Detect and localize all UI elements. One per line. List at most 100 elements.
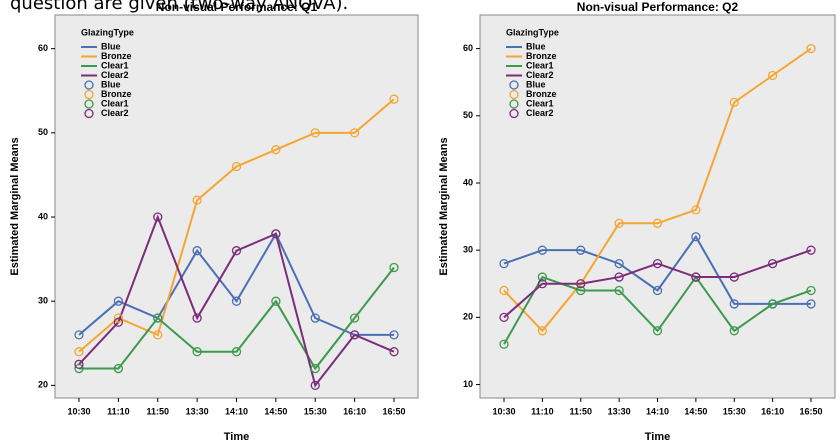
chart: Non-visual Performance: Q1 Time Estimated … xyxy=(9,0,419,443)
marker xyxy=(192,195,202,205)
y-tick-label: 60 xyxy=(38,43,48,53)
y-tick-label: 50 xyxy=(463,110,473,120)
marker xyxy=(349,330,360,340)
series-line xyxy=(78,231,394,336)
legend-label: Bronze xyxy=(526,51,557,61)
marker xyxy=(806,245,816,255)
x-tick-label: 16:10 xyxy=(761,406,784,416)
chart-title: Non-visual Performance: Q2 xyxy=(577,0,739,14)
legend-label: Clear2 xyxy=(101,108,129,118)
series-line xyxy=(79,266,395,371)
legend-label: Clear1 xyxy=(526,60,554,70)
x-tick-label: 10:30 xyxy=(67,406,90,416)
marker xyxy=(614,285,624,296)
marker xyxy=(614,258,624,269)
marker xyxy=(113,317,124,327)
marker xyxy=(349,128,360,138)
x-tick-label: 11:10 xyxy=(531,406,554,416)
x-tick-label: 15:30 xyxy=(304,406,327,416)
marker xyxy=(499,258,509,269)
marker xyxy=(389,262,399,273)
marker xyxy=(614,218,624,228)
marker xyxy=(113,363,124,374)
marker xyxy=(74,347,84,357)
legend-label: Bronze xyxy=(101,89,132,99)
legend-label: Blue xyxy=(101,79,121,89)
x-tick-label: 14:10 xyxy=(646,406,669,416)
marker xyxy=(74,363,84,374)
legend-marker xyxy=(84,99,94,109)
marker xyxy=(310,313,320,323)
x-tick-label: 10:30 xyxy=(492,406,515,416)
x-tick-label: 11:10 xyxy=(107,406,130,416)
series-line xyxy=(503,47,812,333)
legend-marker xyxy=(84,89,94,100)
marker xyxy=(271,145,281,155)
marker xyxy=(767,299,778,309)
series-line xyxy=(503,249,812,319)
x-axis-label: Time xyxy=(224,431,249,443)
marker xyxy=(310,128,320,138)
marker xyxy=(537,272,548,282)
marker xyxy=(499,339,509,349)
chart: Non-visual Performance: Q2 Time Estimated … xyxy=(438,0,836,443)
y-tick-label: 20 xyxy=(38,380,48,390)
marker xyxy=(652,258,663,269)
marker xyxy=(576,285,586,296)
y-axis-label: Estimated Marginal Means xyxy=(438,137,450,275)
marker xyxy=(652,326,663,336)
legend-label: Clear2 xyxy=(101,70,129,80)
legend-title: GlazingType xyxy=(506,27,559,37)
legend-label: Clear2 xyxy=(526,70,554,80)
legend-label: Clear1 xyxy=(101,98,129,108)
series-line xyxy=(503,234,811,305)
marker xyxy=(614,272,624,282)
series-line xyxy=(78,214,395,388)
marker xyxy=(231,347,242,357)
x-tick-label: 14:10 xyxy=(225,406,248,416)
x-tick-label: 16:50 xyxy=(382,406,405,416)
marker xyxy=(537,279,548,289)
marker xyxy=(231,296,242,306)
marker xyxy=(74,359,84,369)
y-tick-label: 40 xyxy=(38,211,48,221)
marker xyxy=(231,246,242,256)
legend-label: Blue xyxy=(526,41,546,51)
marker xyxy=(537,245,548,255)
legend-label: Bronze xyxy=(526,89,557,99)
x-tick-label: 11:50 xyxy=(569,406,592,416)
y-tick-label: 30 xyxy=(463,245,473,255)
legend-label: Bronze xyxy=(101,51,132,61)
y-tick-label: 20 xyxy=(463,312,473,322)
y-tick-label: 50 xyxy=(38,127,48,137)
marker xyxy=(389,94,399,104)
marker xyxy=(113,313,124,323)
x-tick-label: 15:30 xyxy=(723,406,746,416)
x-tick-label: 11:50 xyxy=(146,406,169,416)
marker xyxy=(389,330,399,340)
marker xyxy=(652,285,663,296)
legend-label: Blue xyxy=(101,41,121,51)
marker xyxy=(153,212,163,222)
marker xyxy=(691,272,701,282)
legend-label: Clear1 xyxy=(101,60,129,70)
marker xyxy=(74,330,84,340)
legend-marker xyxy=(84,108,94,119)
y-axis-label: Estimated Marginal Means xyxy=(9,137,21,275)
y-tick-label: 30 xyxy=(38,296,48,306)
x-tick-label: 16:10 xyxy=(343,406,366,416)
marker xyxy=(652,218,663,228)
marker xyxy=(806,43,816,54)
marker xyxy=(271,296,281,306)
legend-label: Clear1 xyxy=(526,98,554,108)
marker xyxy=(576,245,586,255)
marker xyxy=(806,285,816,296)
x-tick-label: 13:30 xyxy=(608,406,631,416)
legend-marker xyxy=(509,89,519,100)
marker xyxy=(729,97,739,108)
marker xyxy=(767,70,778,81)
x-tick-label: 14:50 xyxy=(264,406,287,416)
marker xyxy=(192,313,202,323)
y-tick-label: 40 xyxy=(463,177,473,187)
